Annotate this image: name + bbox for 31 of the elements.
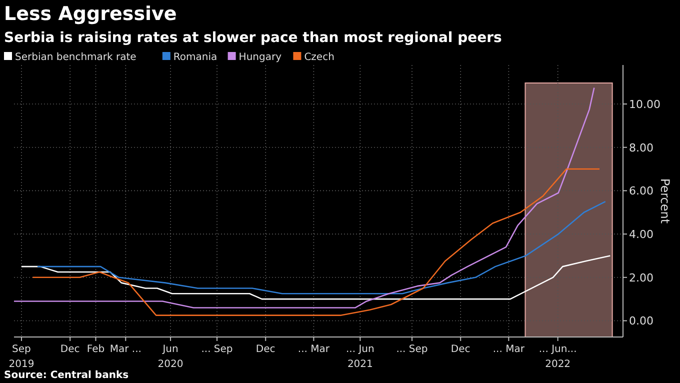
legend-label: Czech xyxy=(304,52,334,63)
x-tick-label: ... Mar xyxy=(492,344,526,355)
x-tick-label: ... Jun... 2022 xyxy=(538,344,577,370)
x-tick-label: Dec xyxy=(60,344,80,355)
x-tick-label: ... Jun 2021 xyxy=(346,344,374,370)
line-series xyxy=(36,200,606,294)
x-tick-label: ... Sep xyxy=(396,344,428,355)
legend-label: Serbian benchmark rate xyxy=(15,52,136,63)
legend-label: Hungary xyxy=(238,52,282,63)
chart-title: Less Aggressive xyxy=(4,3,177,25)
line-series xyxy=(32,168,600,316)
y-tick-label: 0.00 xyxy=(629,314,654,328)
chart-subtitle: Serbia is raising rates at slower pace than most regional peers xyxy=(4,30,502,46)
y-tick-label: 10.00 xyxy=(629,98,660,112)
y-tick-label: 4.00 xyxy=(629,228,654,242)
x-tick-label: Jun 2020 xyxy=(158,344,184,370)
x-tick-label: Feb xyxy=(86,344,105,355)
x-tick-label: ... Sep xyxy=(201,344,233,355)
x-tick-label: ... Mar xyxy=(298,344,330,355)
source-note: Source: Central banks xyxy=(4,370,129,381)
x-tick-label: Sep 2019 xyxy=(8,344,34,370)
x-tick-label: Dec xyxy=(450,344,470,355)
y-axis-title: Percent xyxy=(658,178,672,224)
legend-label: Romania xyxy=(173,52,218,63)
x-tick-label: Mar ... xyxy=(110,344,142,355)
y-tick-label: 2.00 xyxy=(629,271,654,284)
y-tick-label: 8.00 xyxy=(629,141,654,154)
x-tick-label: Dec xyxy=(256,344,276,355)
line-series xyxy=(13,87,595,308)
y-tick-label: 6.00 xyxy=(629,184,654,198)
line-series xyxy=(20,255,611,300)
